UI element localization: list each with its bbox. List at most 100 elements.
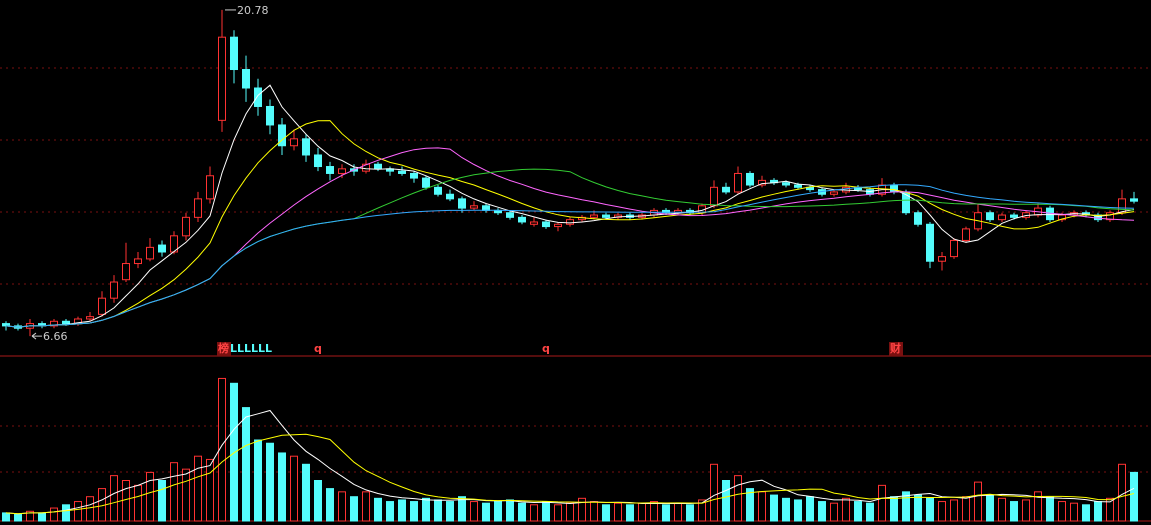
volume-bar bbox=[182, 468, 190, 522]
candle-body bbox=[506, 212, 514, 218]
volume-bar bbox=[482, 502, 490, 522]
volume-bar bbox=[62, 504, 70, 522]
volume-bar bbox=[242, 407, 250, 522]
candle-body bbox=[206, 175, 214, 200]
candle-body bbox=[722, 186, 730, 193]
volume-bar bbox=[134, 484, 142, 522]
marker-box bbox=[217, 342, 231, 356]
volume-bar bbox=[398, 499, 406, 522]
volume-bar bbox=[554, 504, 562, 522]
volume-bar bbox=[542, 501, 550, 522]
volume-bar bbox=[782, 497, 790, 522]
candle-body bbox=[758, 179, 766, 186]
volume-bar bbox=[206, 458, 214, 522]
volume-bar bbox=[1034, 491, 1042, 522]
candle-body bbox=[542, 221, 550, 228]
volume-bar bbox=[530, 504, 538, 522]
candle-body bbox=[338, 168, 346, 174]
volume-bar bbox=[938, 501, 946, 522]
volume-bar bbox=[1046, 496, 1054, 522]
volume-bar bbox=[806, 496, 814, 522]
ma-line bbox=[5, 120, 1135, 328]
volume-bar bbox=[470, 501, 478, 522]
volume-bar bbox=[338, 491, 346, 522]
candle-body bbox=[326, 166, 334, 174]
volume-bar bbox=[590, 501, 598, 522]
candle-body bbox=[218, 36, 226, 121]
candle-body bbox=[146, 246, 154, 260]
candle-body bbox=[242, 69, 250, 89]
volume-bar bbox=[458, 496, 466, 522]
ma-line bbox=[5, 84, 1135, 328]
volume-bar bbox=[506, 499, 514, 522]
candle-body bbox=[566, 219, 574, 225]
volume-bar bbox=[794, 499, 802, 522]
volume-bar bbox=[230, 382, 238, 522]
candle-body bbox=[590, 214, 598, 218]
candle-body bbox=[122, 263, 130, 281]
candle-body bbox=[710, 186, 718, 207]
volume-bar bbox=[326, 488, 334, 522]
marker-label: q bbox=[314, 342, 322, 355]
candle-body bbox=[254, 87, 262, 107]
volume-bar bbox=[350, 496, 358, 522]
volume-bar bbox=[74, 501, 82, 522]
candle-body bbox=[134, 258, 142, 265]
candle-body bbox=[98, 297, 106, 315]
volume-bar bbox=[38, 512, 46, 522]
volume-bar bbox=[14, 514, 22, 522]
volume-bar bbox=[710, 463, 718, 522]
low-label: 6.66 bbox=[43, 330, 68, 343]
candle-body bbox=[746, 172, 754, 186]
candle-body bbox=[950, 239, 958, 258]
candle-body bbox=[362, 163, 370, 172]
candle-body bbox=[194, 198, 202, 218]
candle-body bbox=[302, 138, 310, 156]
candle-body bbox=[410, 172, 418, 179]
candle-body bbox=[278, 124, 286, 147]
candle-body bbox=[110, 281, 118, 299]
candle-body bbox=[266, 105, 274, 126]
volume-bar bbox=[386, 501, 394, 522]
volume-bar bbox=[374, 497, 382, 522]
candle-body bbox=[50, 320, 58, 327]
volume-bar bbox=[926, 497, 934, 522]
marker-label: LLLLLL bbox=[230, 342, 272, 355]
volume-bar bbox=[1058, 501, 1066, 522]
volume-bar bbox=[266, 442, 274, 522]
volume-bar bbox=[998, 497, 1006, 522]
volume-bar bbox=[854, 501, 862, 522]
volume-bar bbox=[1106, 497, 1114, 522]
volume-bar bbox=[302, 463, 310, 522]
candle-body bbox=[530, 221, 538, 225]
volume-bar bbox=[626, 504, 634, 522]
candle-body bbox=[794, 184, 802, 188]
volume-bar bbox=[1010, 501, 1018, 522]
candle-body bbox=[434, 186, 442, 195]
candle-body bbox=[182, 216, 190, 237]
candle-body bbox=[374, 163, 382, 170]
volume-bar bbox=[434, 499, 442, 522]
candle-body bbox=[914, 212, 922, 225]
candle-body bbox=[458, 198, 466, 209]
volume-bar bbox=[494, 501, 502, 522]
volume-bar bbox=[290, 455, 298, 522]
candle-body bbox=[86, 316, 94, 320]
candle-body bbox=[1010, 214, 1018, 218]
volume-bar bbox=[566, 502, 574, 522]
ma-line bbox=[5, 184, 1135, 328]
volume-bar bbox=[170, 462, 178, 522]
volume-bar bbox=[866, 502, 874, 522]
candle-body bbox=[470, 205, 478, 209]
candle-body bbox=[62, 320, 70, 325]
candle-body bbox=[662, 209, 670, 214]
volume-bar bbox=[194, 455, 202, 522]
volume-bar bbox=[26, 510, 34, 522]
volume-bar bbox=[1094, 501, 1102, 522]
volume-bar bbox=[650, 501, 658, 522]
low-arrow bbox=[31, 332, 42, 340]
volume-bar bbox=[770, 494, 778, 522]
volume-bar bbox=[254, 439, 262, 522]
volume-bar bbox=[746, 488, 754, 522]
